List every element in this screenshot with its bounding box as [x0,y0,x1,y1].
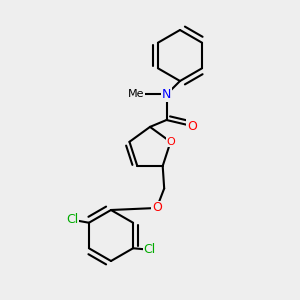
Text: Cl: Cl [66,213,79,226]
Text: N: N [162,88,171,101]
Text: O: O [152,202,162,214]
Text: Me: Me [128,89,145,100]
Text: O: O [187,119,197,133]
Text: Cl: Cl [143,243,156,256]
Text: O: O [166,137,175,147]
